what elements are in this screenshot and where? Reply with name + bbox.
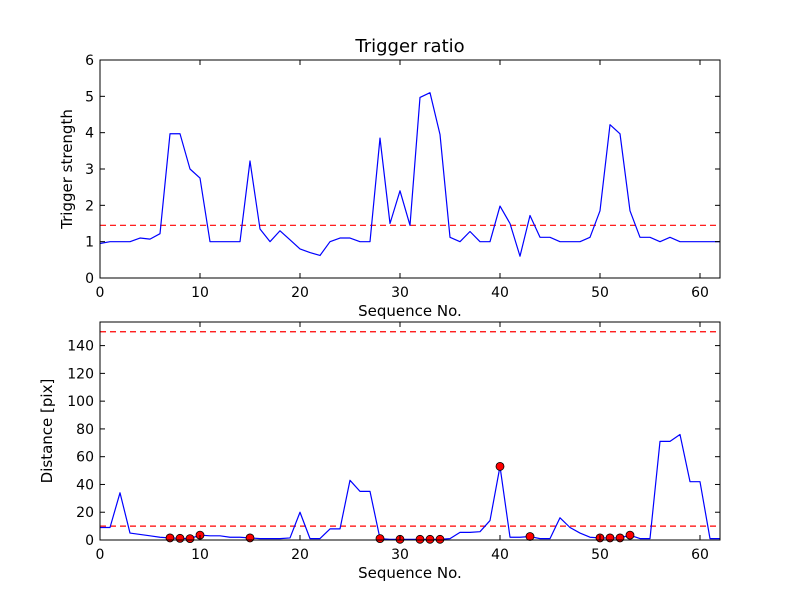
top-x-tick-label: 30 xyxy=(391,285,409,301)
top-y-tick-label: 5 xyxy=(85,89,94,105)
bottom-data-point xyxy=(625,530,635,540)
bottom-data-point xyxy=(615,533,625,543)
bottom-data-point xyxy=(495,462,505,471)
top-x-tick-label: 50 xyxy=(591,285,609,301)
top-series-line xyxy=(99,92,720,257)
bottom-y-tick-label: 0 xyxy=(85,533,94,549)
top-y-axis-label: Trigger strength xyxy=(58,109,76,230)
top-plot-frame xyxy=(99,59,721,279)
top-chart-title: Trigger ratio xyxy=(354,36,464,57)
top-x-tick-label: 10 xyxy=(191,285,209,301)
bottom-x-tick-label: 0 xyxy=(96,547,105,563)
bottom-data-point xyxy=(185,534,195,544)
bottom-y-tick-label: 140 xyxy=(67,339,94,355)
top-x-tick-label: 40 xyxy=(491,285,509,301)
bottom-data-point xyxy=(245,533,255,543)
bottom-y-axis-label: Distance [pix] xyxy=(38,379,56,484)
bottom-x-tick-label: 40 xyxy=(491,547,509,563)
top-y-tick-label: 4 xyxy=(85,126,94,142)
bottom-data-point xyxy=(525,532,535,541)
bottom-y-tick-label: 20 xyxy=(76,505,94,521)
top-x-tick-label: 20 xyxy=(291,285,309,301)
top-y-tick-label: 6 xyxy=(85,53,94,69)
bottom-y-tick-label: 120 xyxy=(67,366,94,382)
bottom-x-tick-label: 30 xyxy=(391,547,409,563)
top-y-tick-label: 0 xyxy=(85,271,94,287)
bottom-data-point xyxy=(375,534,385,544)
bottom-data-point xyxy=(425,534,435,544)
top-y-tick-label: 3 xyxy=(85,162,94,178)
top-x-axis-label: Sequence No. xyxy=(358,302,462,320)
top-y-tick-label: 2 xyxy=(85,198,94,214)
bottom-x-axis-label: Sequence No. xyxy=(358,564,462,582)
bottom-y-tick-label: 100 xyxy=(67,394,94,410)
bottom-data-point xyxy=(605,533,615,543)
bottom-y-tick-label: 40 xyxy=(76,477,94,493)
bottom-y-tick-label: 80 xyxy=(76,422,94,438)
top-y-tick-label: 1 xyxy=(85,235,94,251)
bottom-plot-frame xyxy=(99,321,721,541)
top-x-tick-label: 60 xyxy=(691,285,709,301)
bottom-data-point xyxy=(175,533,185,543)
bottom-x-tick-label: 60 xyxy=(691,547,709,563)
bottom-data-point xyxy=(165,533,175,543)
top-x-tick-label: 0 xyxy=(96,285,105,301)
bottom-series-line xyxy=(100,433,720,540)
bottom-data-point xyxy=(415,534,425,544)
bottom-y-tick-label: 60 xyxy=(76,450,94,466)
bottom-data-point xyxy=(435,534,445,544)
bottom-x-tick-label: 50 xyxy=(591,547,609,563)
bottom-x-tick-label: 20 xyxy=(291,547,309,563)
bottom-x-tick-label: 10 xyxy=(191,547,209,563)
